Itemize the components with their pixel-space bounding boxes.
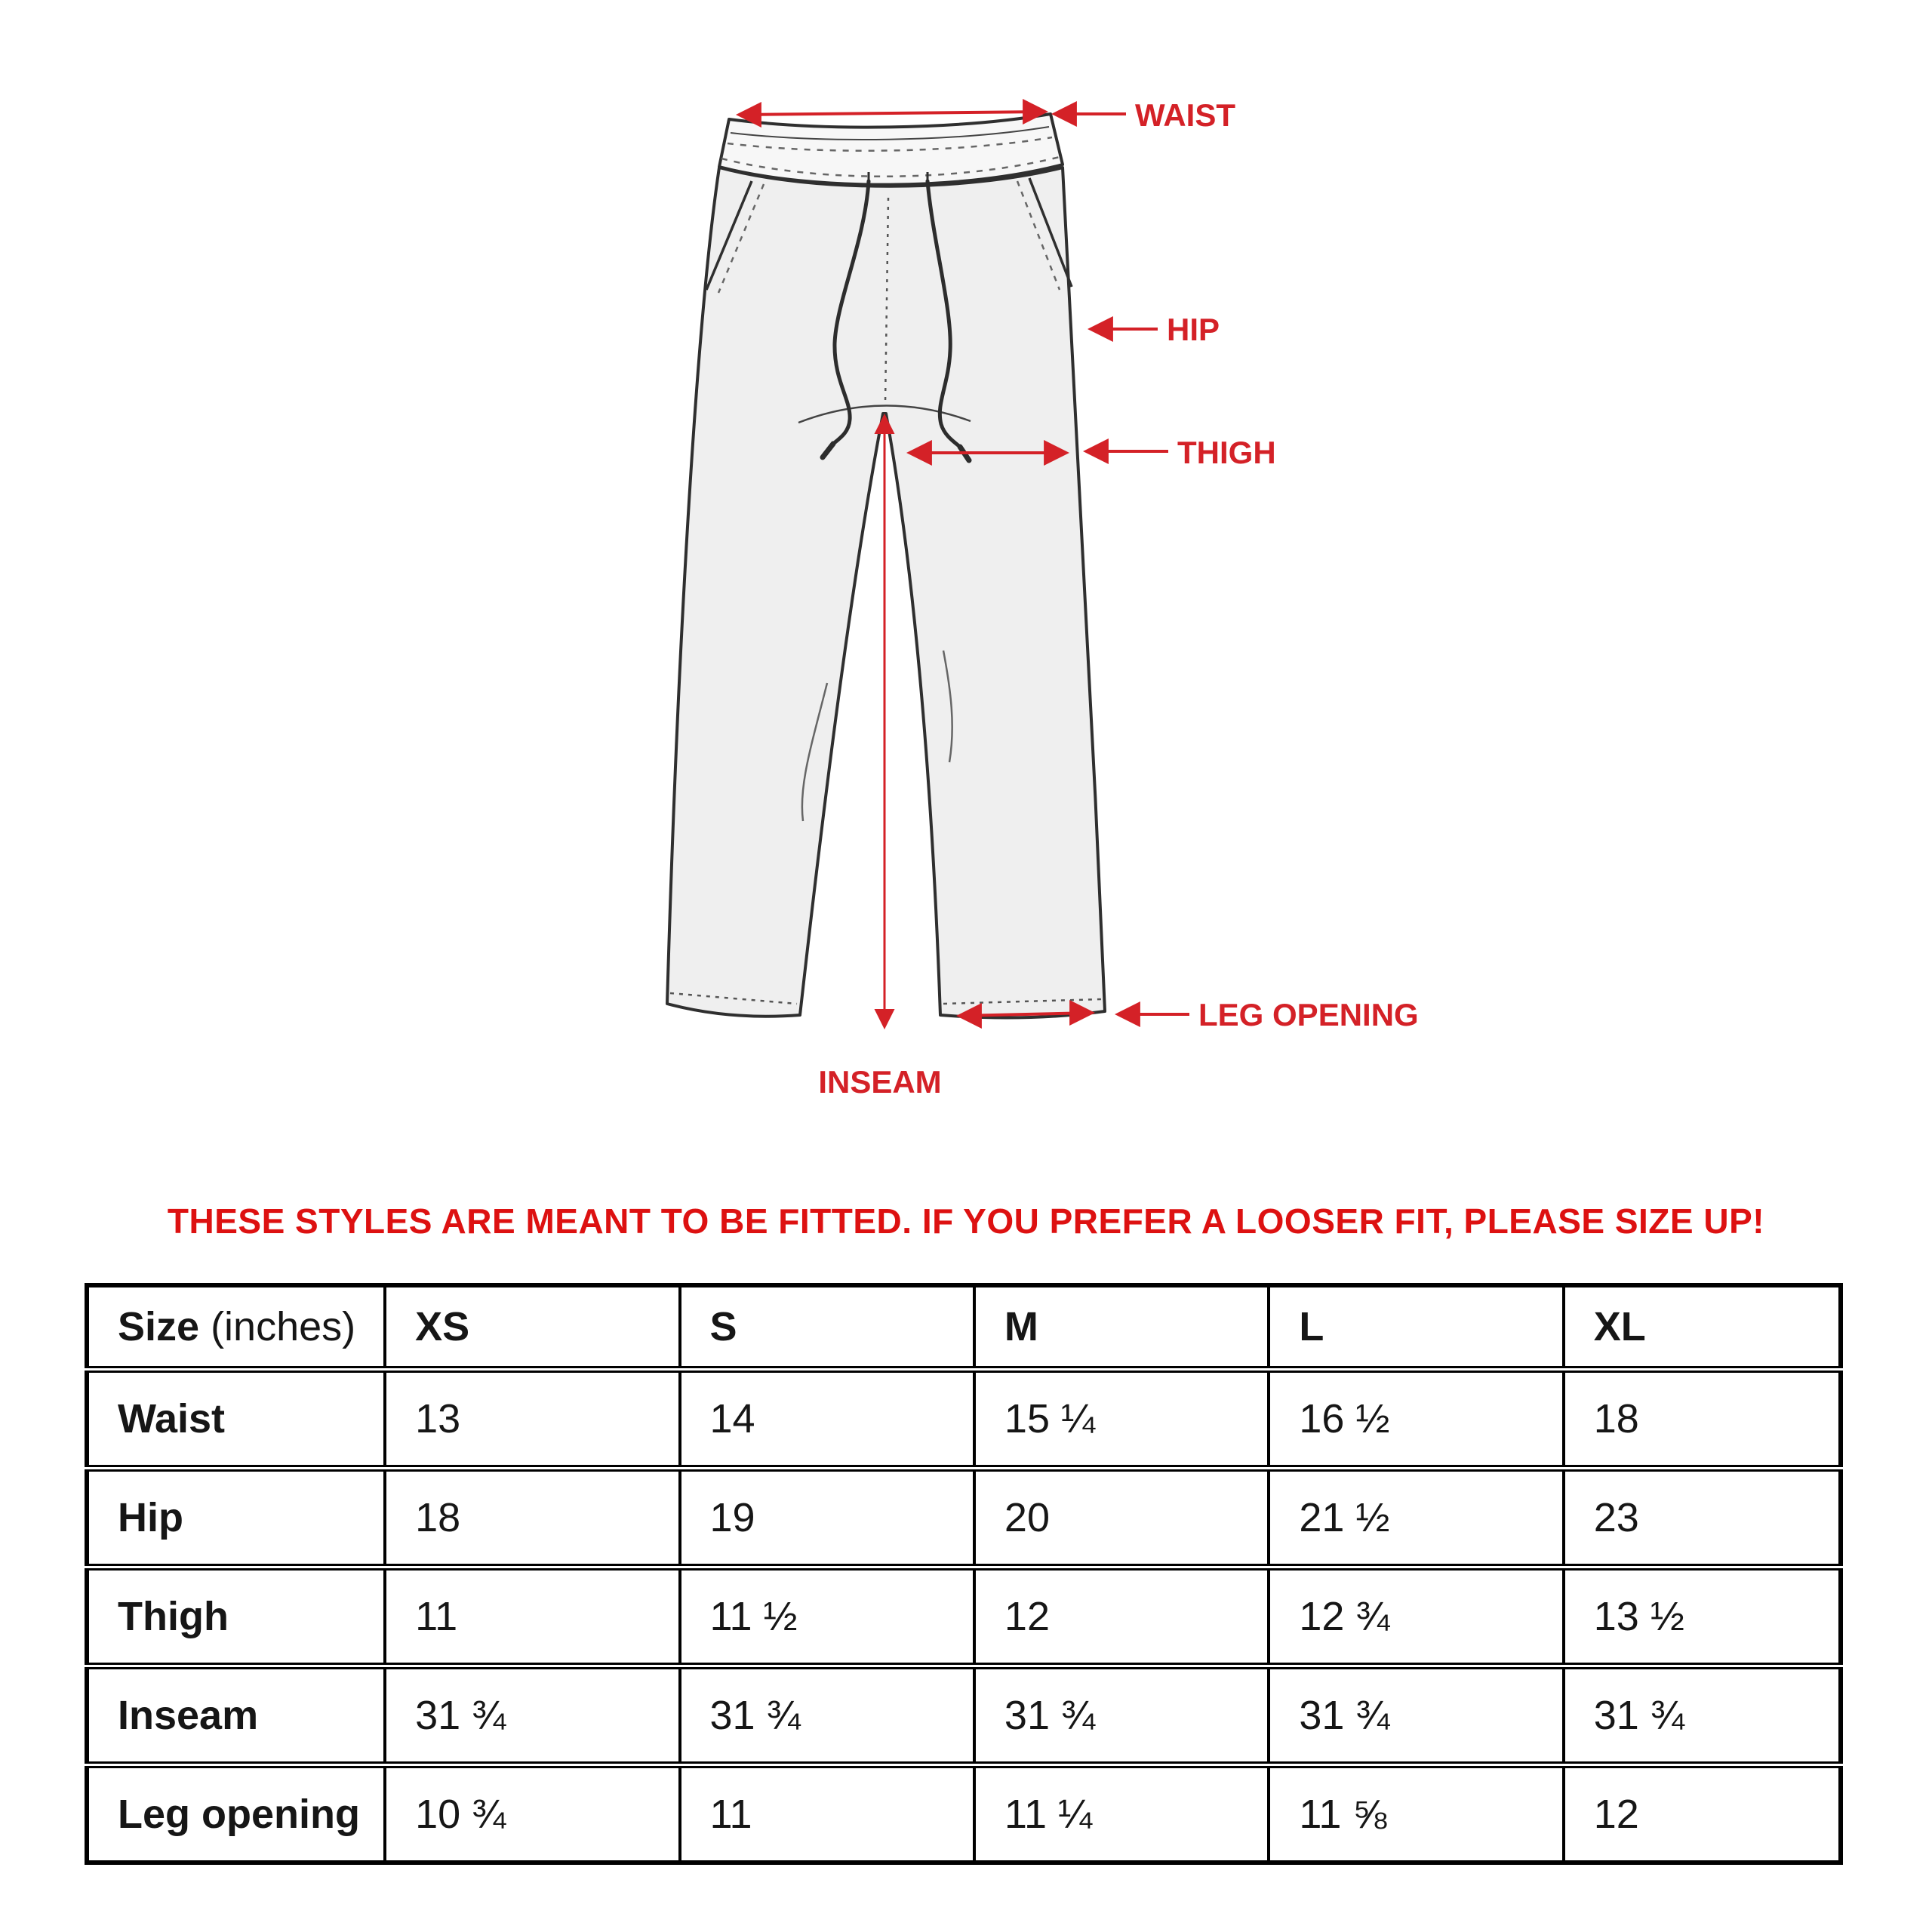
waistband-stitch-bottom	[721, 155, 1060, 177]
table-row-waist: Waist 13 14 15 ¼ 16 ½ 18	[87, 1366, 1841, 1469]
cell-waist-m: 15 ¼	[972, 1366, 1269, 1469]
cell-thigh-m: 12	[972, 1564, 1269, 1666]
cell-thigh-xs: 11	[383, 1564, 680, 1666]
cell-thigh-xl: 13 ½	[1561, 1564, 1841, 1666]
cell-legopening-l: 11 ⅝	[1267, 1761, 1564, 1863]
waistband-edge-line	[730, 126, 1050, 141]
right-pocket-stitch	[1016, 180, 1061, 291]
inseam-label: INSEAM	[818, 1064, 941, 1100]
waistband-stitch-top	[727, 136, 1053, 152]
table-header-row: Size (inches) XS S M L XL	[87, 1285, 1841, 1370]
waist-label: WAIST	[1135, 97, 1235, 133]
waist-measure-arrow	[735, 99, 1049, 128]
row-label: Waist	[87, 1366, 386, 1469]
pants-legs-shape	[666, 166, 1106, 1020]
cell-legopening-xl: 12	[1561, 1761, 1841, 1863]
right-leg-crease	[942, 650, 953, 763]
right-pocket-line	[1028, 177, 1073, 288]
cell-inseam-xs: 31 ¾	[383, 1663, 680, 1765]
table-row-inseam: Inseam 31 ¾ 31 ¾ 31 ¾ 31 ¾ 31 ¾	[87, 1663, 1841, 1765]
waistband-shape	[718, 112, 1064, 186]
drawstring-left	[831, 179, 871, 446]
cell-legopening-s: 11	[678, 1761, 974, 1863]
col-header-m: M	[972, 1285, 1269, 1370]
cell-hip-xs: 18	[383, 1465, 680, 1567]
thigh-label: THIGH	[1177, 435, 1276, 470]
row-label: Leg opening	[87, 1761, 386, 1863]
cell-inseam-l: 31 ¾	[1267, 1663, 1564, 1765]
col-header-xl: XL	[1561, 1285, 1841, 1370]
pants-outline	[666, 112, 1106, 1020]
cell-waist-xs: 13	[383, 1366, 680, 1469]
hip-label: HIP	[1167, 312, 1220, 347]
row-label: Thigh	[87, 1564, 386, 1666]
drawstring-left-aglet	[820, 441, 836, 460]
leg-opening-measure-arrow	[955, 1000, 1096, 1029]
cell-waist-s: 14	[678, 1366, 974, 1469]
row-label: Inseam	[87, 1663, 386, 1765]
left-pocket-line	[705, 180, 753, 291]
cell-hip-s: 19	[678, 1465, 974, 1567]
cell-hip-l: 21 ½	[1267, 1465, 1564, 1567]
pants-diagram: WAIST HIP THIGH LEG OPENING INSEAM	[666, 97, 1419, 1100]
size-table: Size (inches) XS S M L XL Waist 13 14 15…	[85, 1283, 1843, 1865]
left-leg-crease	[801, 682, 829, 822]
cell-thigh-s: 11 ½	[678, 1564, 974, 1666]
cell-inseam-xl: 31 ¾	[1561, 1663, 1841, 1765]
fit-notice: THESE STYLES ARE MEANT TO BE FITTED. IF …	[167, 1201, 1765, 1241]
cell-legopening-xs: 10 ¾	[383, 1761, 680, 1863]
cell-legopening-m: 11 ¼	[972, 1761, 1269, 1863]
table-row-thigh: Thigh 11 11 ½ 12 12 ¾ 13 ½	[87, 1564, 1841, 1666]
col-header-s: S	[678, 1285, 974, 1370]
size-header-unit: (inches)	[211, 1304, 356, 1349]
leg-opening-label: LEG OPENING	[1198, 997, 1419, 1032]
hip-curve-line	[798, 405, 971, 424]
left-hem-stitch	[669, 992, 798, 1005]
cell-inseam-s: 31 ¾	[678, 1663, 974, 1765]
row-label: Hip	[87, 1465, 386, 1567]
size-header-cell: Size (inches)	[87, 1285, 385, 1370]
table-row-leg-opening: Leg opening 10 ¾ 11 11 ¼ 11 ⅝ 12	[87, 1761, 1841, 1863]
cell-waist-xl: 18	[1561, 1366, 1841, 1469]
size-header-label: Size	[118, 1304, 200, 1349]
measure-arrows	[735, 99, 1189, 1030]
col-header-xs: XS	[383, 1285, 680, 1370]
left-pocket-stitch	[717, 183, 765, 294]
cell-inseam-m: 31 ¾	[972, 1663, 1269, 1765]
cell-thigh-l: 12 ¾	[1267, 1564, 1564, 1666]
drawstring-right	[925, 179, 962, 449]
table-row-hip: Hip 18 19 20 21 ½ 23	[87, 1465, 1841, 1567]
cell-hip-xl: 23	[1561, 1465, 1841, 1567]
col-header-l: L	[1267, 1285, 1564, 1370]
cell-waist-l: 16 ½	[1267, 1366, 1564, 1469]
cell-hip-m: 20	[972, 1465, 1269, 1567]
